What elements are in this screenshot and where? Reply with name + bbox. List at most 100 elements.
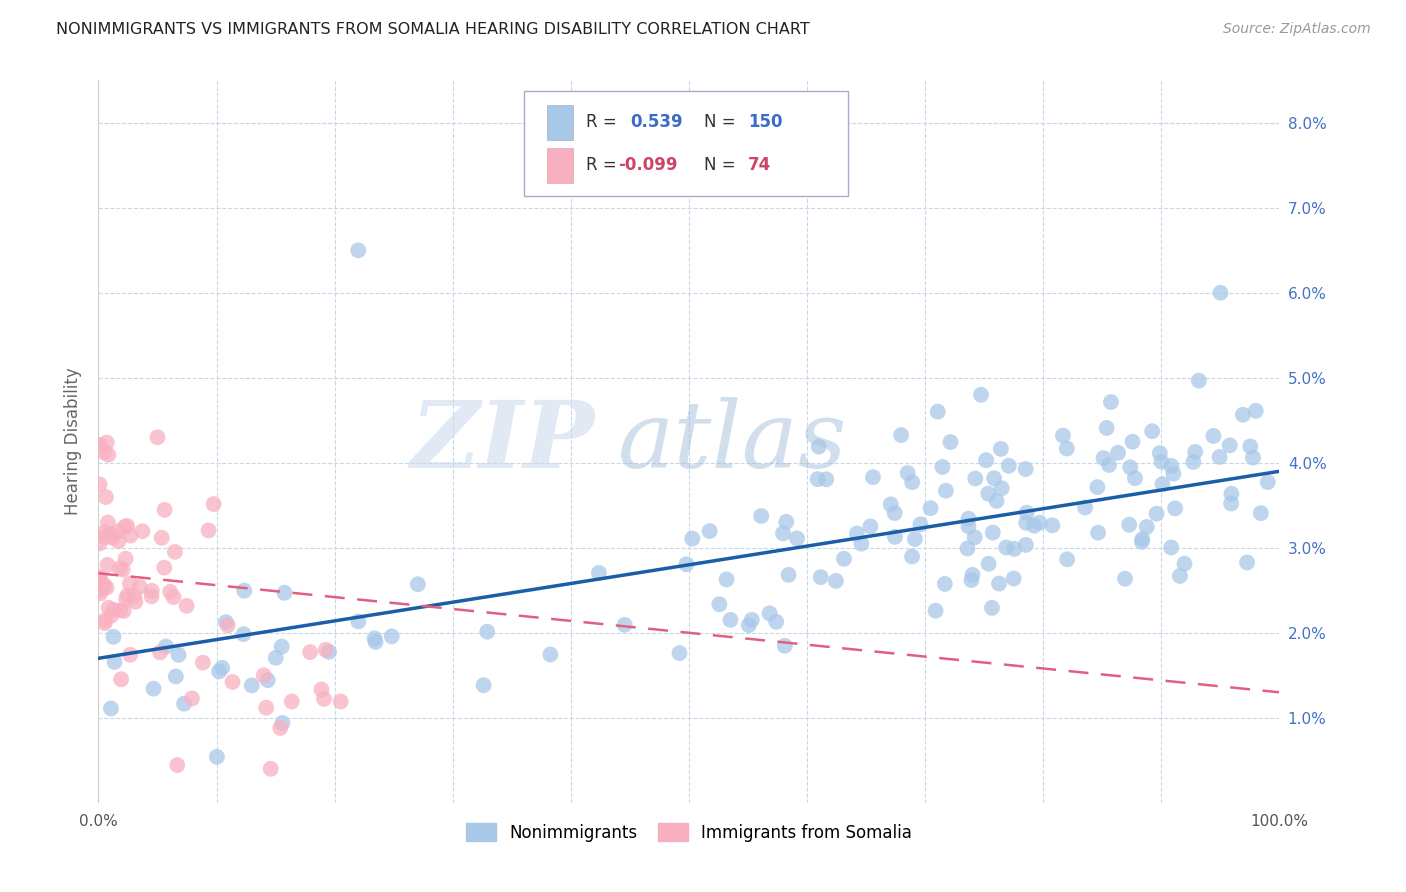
Point — [1163, 467, 1185, 481]
Point — [472, 678, 495, 692]
Point — [901, 549, 924, 564]
Point — [738, 618, 761, 632]
Point — [749, 508, 772, 523]
Point — [1015, 506, 1038, 520]
Point — [273, 586, 295, 600]
Point — [112, 604, 135, 618]
Point — [1118, 517, 1140, 532]
Point — [1092, 451, 1115, 466]
Point — [97, 600, 120, 615]
Point — [100, 608, 122, 623]
Point — [89, 536, 111, 550]
Point — [957, 512, 980, 526]
Point — [93, 445, 115, 459]
Point — [103, 603, 125, 617]
Point — [681, 532, 703, 546]
Point — [1160, 458, 1182, 473]
Point — [983, 471, 1005, 485]
Point — [845, 526, 868, 541]
Point — [1184, 445, 1206, 459]
Point — [205, 749, 228, 764]
Point — [1130, 534, 1153, 549]
Point — [312, 691, 335, 706]
Text: ZIP: ZIP — [411, 397, 595, 486]
Point — [879, 497, 901, 511]
Point — [957, 519, 980, 533]
Point — [1219, 438, 1241, 452]
Point — [1257, 475, 1279, 489]
Point — [110, 673, 132, 687]
Point — [1244, 404, 1267, 418]
Point — [974, 453, 997, 467]
Point — [94, 613, 117, 627]
Point — [1121, 434, 1143, 449]
Point — [271, 715, 294, 730]
Point — [269, 721, 291, 735]
Point — [1002, 541, 1025, 556]
Point — [939, 435, 962, 450]
Text: 74: 74 — [748, 156, 772, 174]
Point — [1168, 569, 1191, 583]
Point — [998, 458, 1021, 473]
Point — [173, 697, 195, 711]
Point — [1220, 487, 1243, 501]
Point — [935, 483, 957, 498]
Text: N =: N = — [704, 113, 735, 131]
Point — [1164, 501, 1187, 516]
Point — [1241, 450, 1264, 465]
Point — [1209, 285, 1232, 300]
Point — [96, 581, 118, 595]
Point — [176, 599, 198, 613]
Point — [146, 430, 169, 444]
Point — [89, 570, 111, 584]
Point — [890, 428, 912, 442]
Point — [1150, 455, 1173, 469]
Point — [347, 615, 370, 629]
Point — [981, 600, 1004, 615]
Point — [883, 506, 905, 520]
Point — [859, 519, 882, 533]
Point — [232, 627, 254, 641]
Point — [208, 665, 231, 679]
Point — [1099, 395, 1122, 409]
Point — [120, 528, 142, 542]
Point — [114, 519, 136, 533]
Point — [1232, 408, 1254, 422]
Point — [1239, 439, 1261, 453]
Point — [254, 700, 277, 714]
Point — [699, 524, 721, 538]
Point — [1040, 518, 1063, 533]
Point — [1024, 518, 1046, 533]
Point — [260, 762, 283, 776]
Point — [89, 438, 111, 452]
Point — [111, 563, 134, 577]
Point — [103, 655, 125, 669]
Point — [142, 681, 165, 696]
Point — [758, 607, 780, 621]
Point — [128, 580, 150, 594]
Point — [101, 531, 124, 545]
Point — [270, 640, 292, 654]
Point — [927, 404, 949, 418]
Point — [197, 524, 219, 538]
Point — [93, 616, 115, 631]
Point — [89, 477, 111, 491]
Point — [981, 525, 1004, 540]
Point — [122, 589, 145, 603]
Point — [118, 576, 141, 591]
Point — [315, 643, 337, 657]
Point — [117, 588, 139, 602]
Point — [264, 650, 287, 665]
Point — [100, 527, 122, 541]
Point — [93, 580, 115, 594]
Point — [934, 577, 956, 591]
Point — [904, 532, 927, 546]
Point — [988, 576, 1011, 591]
Point — [965, 471, 987, 485]
Point — [990, 442, 1012, 456]
Point — [162, 590, 184, 604]
Point — [775, 515, 797, 529]
Point — [233, 583, 256, 598]
Text: -0.099: -0.099 — [619, 156, 678, 174]
Point — [159, 584, 181, 599]
